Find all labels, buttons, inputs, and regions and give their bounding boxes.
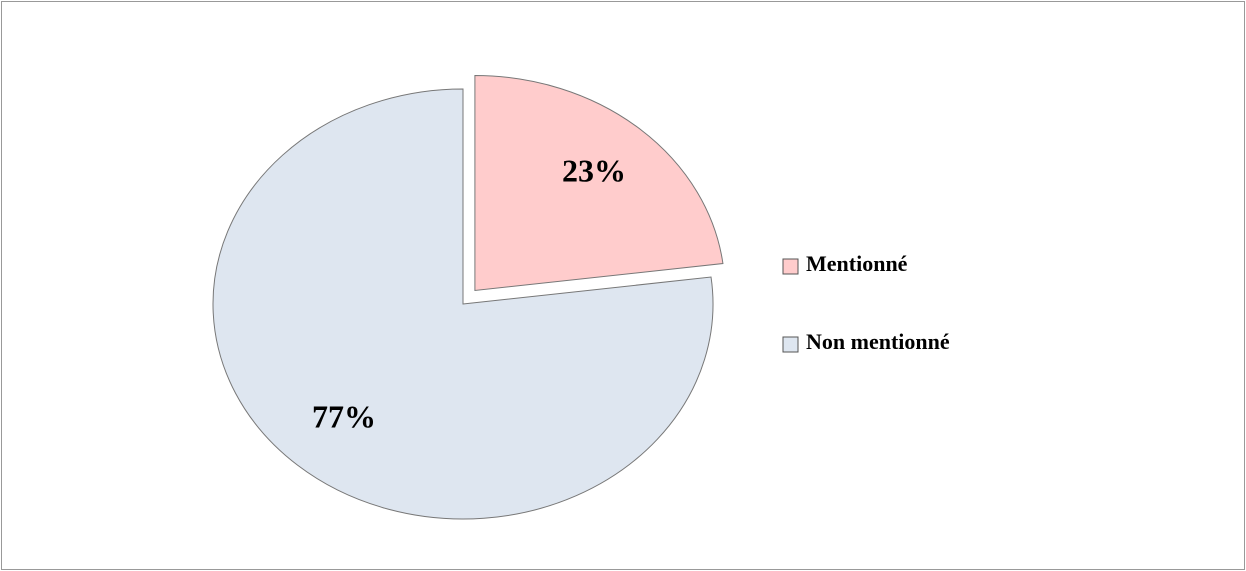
legend-label: Mentionné xyxy=(806,251,908,276)
legend-swatch xyxy=(782,258,799,275)
legend-label: Non mentionné xyxy=(806,329,950,354)
value-label: 23% xyxy=(562,153,626,189)
legend-swatch xyxy=(782,336,799,353)
value-label: 77% xyxy=(312,398,376,434)
pie-slice xyxy=(474,74,724,292)
pie-slice xyxy=(212,88,714,520)
